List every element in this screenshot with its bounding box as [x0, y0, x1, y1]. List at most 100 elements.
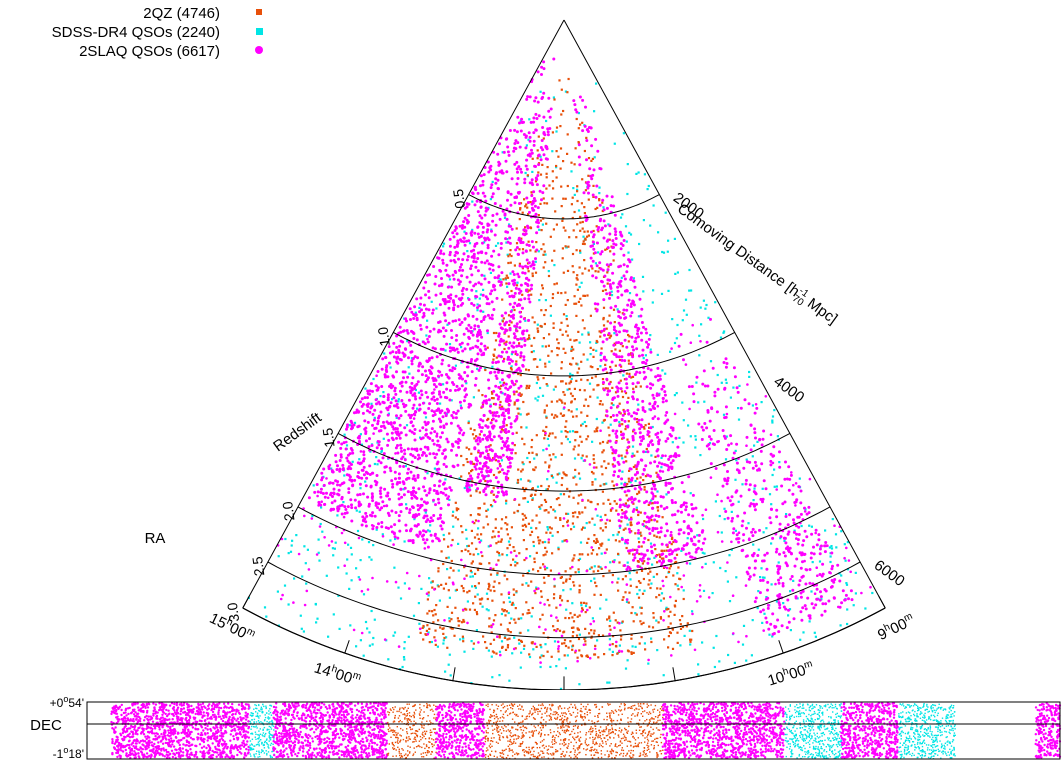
- data-point: [505, 241, 508, 244]
- data-point: [461, 268, 465, 272]
- data-point: [503, 392, 507, 396]
- data-point: [312, 484, 315, 487]
- data-point: [526, 500, 529, 503]
- data-point: [577, 142, 580, 145]
- data-point: [450, 414, 454, 417]
- data-point: [597, 226, 601, 229]
- data-point: [497, 354, 501, 358]
- data-point: [604, 387, 608, 390]
- data-point: [594, 478, 597, 481]
- data-point: [651, 526, 655, 530]
- data-point: [626, 446, 630, 449]
- data-point: [564, 430, 567, 433]
- data-point: [595, 417, 598, 421]
- data-point: [542, 429, 545, 432]
- data-point: [531, 451, 534, 454]
- data-point: [492, 397, 495, 400]
- data-point: [555, 150, 558, 153]
- data-point: [424, 280, 428, 284]
- data-point: [512, 558, 515, 561]
- data-point: [507, 346, 511, 350]
- data-point: [507, 335, 510, 338]
- data-point: [664, 555, 668, 558]
- data-point: [318, 559, 321, 562]
- data-point: [389, 401, 393, 405]
- data-point: [399, 431, 403, 435]
- data-point: [621, 395, 625, 399]
- data-point: [439, 269, 443, 273]
- data-point: [605, 327, 608, 330]
- data-point: [564, 303, 567, 306]
- data-point: [553, 593, 556, 596]
- data-point: [549, 531, 552, 534]
- data-point: [503, 417, 507, 421]
- data-point: [322, 467, 326, 471]
- data-point: [437, 330, 440, 334]
- data-point: [621, 413, 625, 417]
- data-point: [510, 603, 513, 606]
- data-point: [450, 611, 454, 614]
- data-point: [530, 526, 533, 529]
- data-point: [586, 435, 590, 438]
- data-point: [366, 495, 370, 499]
- data-point: [594, 307, 597, 310]
- data-point: [474, 377, 478, 380]
- data-point: [678, 619, 682, 622]
- data-point: [364, 480, 367, 483]
- data-point: [676, 323, 679, 327]
- data-point: [614, 391, 618, 394]
- data-point: [514, 452, 517, 455]
- data-point: [528, 152, 532, 156]
- data-point: [503, 357, 506, 360]
- data-point: [474, 282, 478, 286]
- data-point: [510, 353, 513, 356]
- data-point: [387, 412, 390, 415]
- data-point: [645, 447, 648, 451]
- data-point: [660, 553, 664, 557]
- data-point: [562, 414, 566, 417]
- data-point: [534, 212, 538, 216]
- data-point: [488, 434, 492, 438]
- data-point: [673, 613, 676, 616]
- data-point: [442, 627, 445, 630]
- data-point: [290, 544, 293, 547]
- data-point: [547, 511, 550, 514]
- data-point: [412, 432, 416, 436]
- data-point: [620, 538, 624, 541]
- data-point: [532, 266, 536, 270]
- data-point: [565, 315, 568, 318]
- data-point: [399, 358, 403, 362]
- data-point: [560, 321, 563, 324]
- data-point: [445, 636, 448, 639]
- data-point: [492, 619, 496, 622]
- data-point: [461, 377, 464, 381]
- data-point: [609, 502, 612, 505]
- data-point: [765, 527, 768, 530]
- data-point: [466, 591, 469, 594]
- data-point: [521, 271, 525, 275]
- data-point: [503, 444, 507, 448]
- data-point: [570, 349, 573, 352]
- data-point: [454, 338, 458, 342]
- data-point: [509, 310, 513, 313]
- data-point: [656, 587, 659, 590]
- data-point: [448, 278, 452, 281]
- data-point: [473, 185, 477, 189]
- data-point: [485, 259, 489, 263]
- data-point: [611, 654, 614, 657]
- data-point: [372, 636, 375, 640]
- data-point: [456, 388, 460, 392]
- data-point: [489, 292, 492, 296]
- data-point: [538, 299, 541, 302]
- data-point: [730, 548, 733, 551]
- data-point: [501, 298, 504, 301]
- data-point: [525, 582, 528, 585]
- data-point: [466, 600, 469, 603]
- data-point: [536, 174, 540, 177]
- data-point: [604, 288, 607, 292]
- data-point: [600, 329, 604, 333]
- data-point: [395, 402, 399, 406]
- data-point: [572, 525, 576, 528]
- data-point: [695, 548, 699, 551]
- data-point: [702, 517, 705, 521]
